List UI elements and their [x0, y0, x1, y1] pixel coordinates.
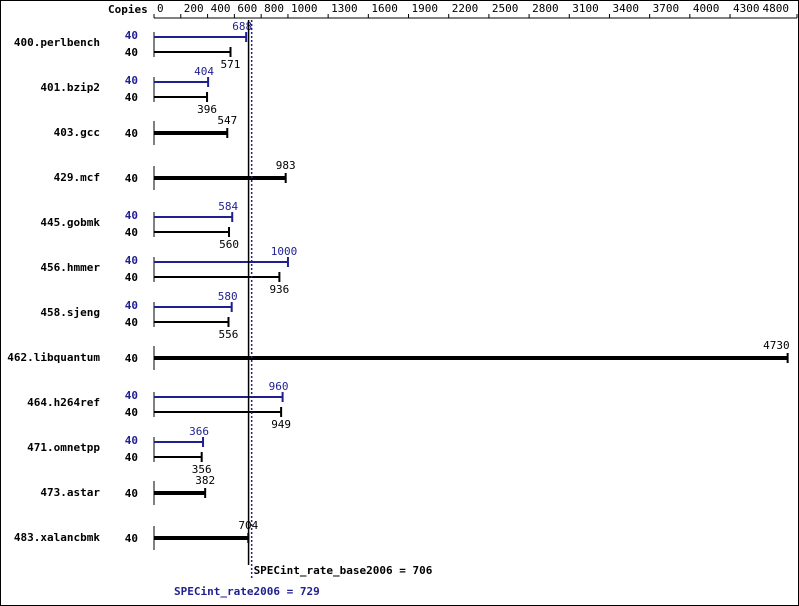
value-label: 571: [221, 58, 241, 71]
copies-label: 40: [125, 451, 138, 464]
x-tick-label: 2800: [532, 2, 559, 15]
copies-label: 40: [125, 352, 138, 365]
category-label: 458.sjeng: [40, 306, 100, 319]
copies-label: 40: [125, 29, 138, 42]
copies-label: 40: [125, 91, 138, 104]
reference-label: SPECint_rate_base2006 = 706: [254, 564, 433, 577]
category-label: 462.libquantum: [7, 351, 100, 364]
x-tick-label: 1600: [371, 2, 398, 15]
copies-label: 40: [125, 271, 138, 284]
category-label: 456.hmmer: [40, 261, 100, 274]
copies-label: 40: [125, 46, 138, 59]
x-tick-label: 600: [237, 2, 257, 15]
x-tick-label: 4800: [763, 2, 790, 15]
category-label: 403.gcc: [54, 126, 100, 139]
value-label: 584: [218, 200, 238, 213]
value-label: 1000: [271, 245, 298, 258]
value-label: 366: [189, 425, 209, 438]
x-tick-label: 200: [184, 2, 204, 15]
copies-label: 40: [125, 406, 138, 419]
value-label: 688: [232, 20, 252, 33]
category-label: 445.gobmk: [40, 216, 100, 229]
value-label: 983: [276, 159, 296, 172]
copies-header: Copies: [108, 3, 148, 16]
value-label: 580: [218, 290, 238, 303]
category-label: 401.bzip2: [40, 81, 100, 94]
x-tick-label: 3400: [612, 2, 639, 15]
copies-label: 40: [125, 127, 138, 140]
category-label: 464.h264ref: [27, 396, 100, 409]
value-label: 382: [195, 474, 215, 487]
x-tick-label: 3100: [572, 2, 599, 15]
copies-label: 40: [125, 434, 138, 447]
x-tick-label: 1000: [291, 2, 318, 15]
x-tick-label: 1900: [412, 2, 439, 15]
x-tick-label: 4000: [693, 2, 720, 15]
category-label: 400.perlbench: [14, 36, 100, 49]
x-tick-label: 400: [211, 2, 231, 15]
value-label: 949: [271, 418, 291, 431]
copies-label: 40: [125, 389, 138, 402]
value-label: 404: [194, 65, 214, 78]
copies-label: 40: [125, 487, 138, 500]
copies-label: 40: [125, 316, 138, 329]
value-label: 396: [197, 103, 217, 116]
category-label: 473.astar: [40, 486, 100, 499]
value-label: 560: [219, 238, 239, 251]
copies-label: 40: [125, 172, 138, 185]
x-tick-label: 1300: [331, 2, 358, 15]
value-label: 960: [269, 380, 289, 393]
x-tick-label: 4300: [733, 2, 760, 15]
value-label: 547: [217, 114, 237, 127]
value-label: 936: [269, 283, 289, 296]
copies-label: 40: [125, 74, 138, 87]
copies-label: 40: [125, 226, 138, 239]
x-tick-label: 3700: [653, 2, 680, 15]
copies-label: 40: [125, 254, 138, 267]
value-label: 4730: [763, 339, 790, 352]
value-label: 556: [219, 328, 239, 341]
category-label: 429.mcf: [54, 171, 100, 184]
copies-label: 40: [125, 532, 138, 545]
copies-label: 40: [125, 209, 138, 222]
x-tick-label: 2500: [492, 2, 519, 15]
category-label: 483.xalancbmk: [14, 531, 100, 544]
reference-label: SPECint_rate2006 = 729: [174, 585, 320, 598]
x-tick-label: 0: [157, 2, 164, 15]
x-tick-label: 2200: [452, 2, 479, 15]
x-tick-label: 800: [264, 2, 284, 15]
value-label: 356: [192, 463, 212, 476]
category-label: 471.omnetpp: [27, 441, 100, 454]
copies-label: 40: [125, 299, 138, 312]
